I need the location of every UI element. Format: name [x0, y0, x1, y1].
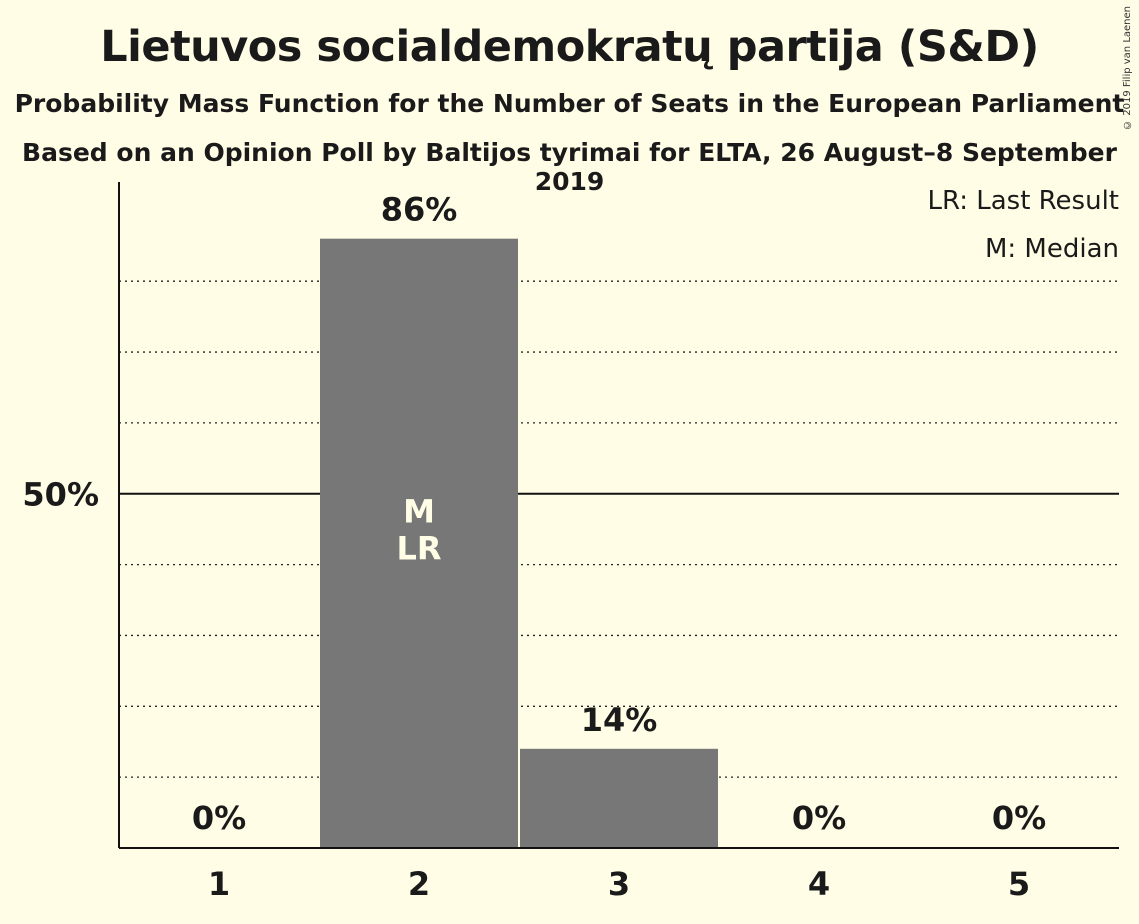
value-label-1: 0% — [192, 799, 246, 837]
bar-3 — [520, 748, 718, 848]
bar-2 — [320, 238, 518, 848]
value-labels: 0% 1 86% 2 14% 3 0% 4 0% 5 MLR — [192, 191, 1046, 903]
x-tick-label-1: 1 — [208, 865, 230, 903]
last-result-marker: LR — [396, 530, 441, 568]
x-tick-label-3: 3 — [608, 865, 630, 903]
axes: 50% — [22, 182, 1119, 849]
chart-title: Lietuvos socialdemokratų partija (S&D) — [100, 22, 1039, 72]
chart-subtitle-source: Based on an Opinion Poll by Baltijos tyr… — [22, 138, 1117, 196]
value-label-5: 0% — [992, 799, 1046, 837]
legend: LR: Last Result M: Median — [927, 186, 1119, 264]
legend-entry: M: Median — [985, 234, 1119, 264]
value-label-3: 14% — [581, 701, 658, 739]
y-tick-label: 50% — [22, 476, 99, 514]
value-label-4: 0% — [792, 799, 846, 837]
chart-subtitle: Probability Mass Function for the Number… — [14, 89, 1125, 118]
x-tick-label-5: 5 — [1008, 865, 1030, 903]
x-tick-label-4: 4 — [808, 865, 830, 903]
x-tick-label-2: 2 — [408, 865, 430, 903]
value-label-2: 86% — [381, 191, 458, 229]
legend-entry: LR: Last Result — [927, 186, 1119, 216]
median-marker: M — [403, 493, 435, 531]
bars — [320, 238, 718, 848]
